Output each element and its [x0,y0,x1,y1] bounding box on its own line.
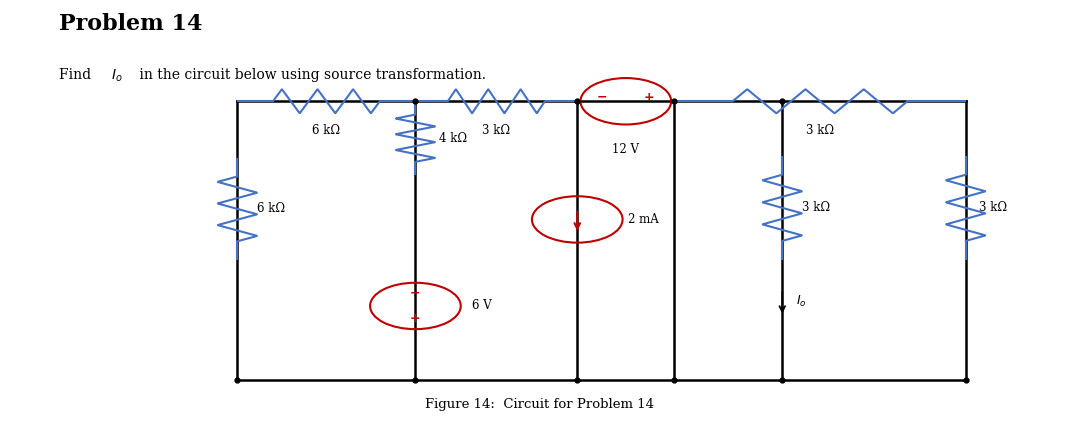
Text: 4 kΩ: 4 kΩ [439,132,467,145]
Text: $I_o$: $I_o$ [796,294,807,309]
Text: −: − [597,91,607,103]
Text: +: + [410,312,421,325]
Text: 3 kΩ: 3 kΩ [482,124,510,138]
Text: Problem 14: Problem 14 [59,13,203,35]
Text: in the circuit below using source transformation.: in the circuit below using source transf… [135,68,486,81]
Text: −: − [410,287,421,300]
Text: 3 kΩ: 3 kΩ [802,201,830,214]
Text: 6 kΩ: 6 kΩ [312,124,341,138]
Text: 3 kΩ: 3 kΩ [806,124,834,138]
Text: 2 mA: 2 mA [628,213,658,226]
Text: Figure 14:  Circuit for Problem 14: Figure 14: Circuit for Problem 14 [425,398,654,411]
Text: Find: Find [59,68,96,81]
Text: 6 kΩ: 6 kΩ [257,203,285,215]
Text: +: + [644,91,655,103]
Text: 12 V: 12 V [612,143,640,157]
Text: 6 V: 6 V [472,300,491,312]
Text: 3 kΩ: 3 kΩ [979,201,1007,214]
Text: $I_o$: $I_o$ [111,68,123,84]
